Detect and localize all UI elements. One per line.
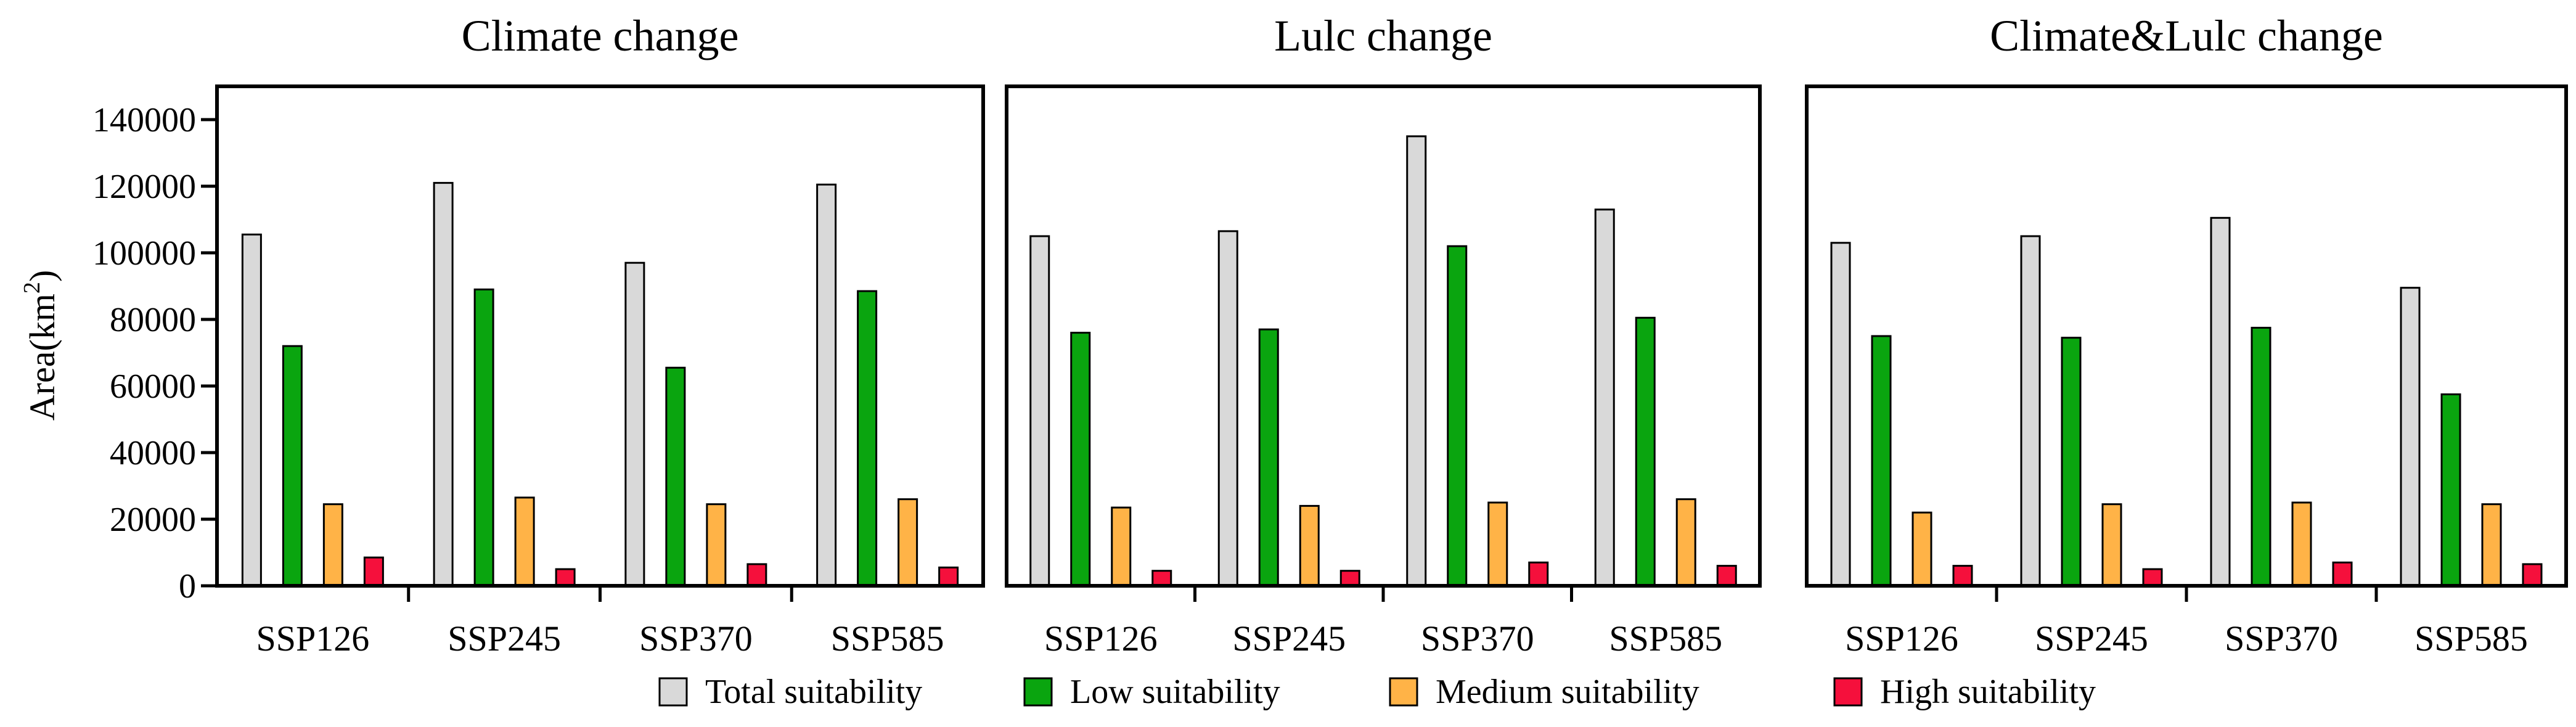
panel-title: Climate&Lulc change <box>1990 11 2383 60</box>
legend-label-total: Total suitability <box>705 673 922 711</box>
y-tick-label: 20000 <box>110 501 196 539</box>
bar-low-suitability <box>2440 393 2461 587</box>
category-label: SSP585 <box>831 618 944 659</box>
category-label: SSP126 <box>1044 618 1158 659</box>
bar-high-suitability <box>555 568 576 587</box>
bar-medium-suitability <box>514 496 535 587</box>
bar-high-suitability <box>363 556 384 587</box>
category-label: SSP126 <box>256 618 369 659</box>
bar-high-suitability <box>938 566 959 587</box>
bar-high-suitability <box>746 563 767 587</box>
bar-high-suitability <box>1952 565 1973 587</box>
bar-low-suitability <box>2061 337 2082 587</box>
category-label: SSP245 <box>448 618 561 659</box>
category-label: SSP370 <box>2225 618 2338 659</box>
legend-swatch-total <box>658 677 688 707</box>
bar-total-suitability <box>624 261 645 587</box>
ticks <box>1193 586 1573 602</box>
bar-medium-suitability <box>2101 503 2122 587</box>
bar-medium-suitability <box>706 503 727 587</box>
bar-low-suitability <box>1871 335 1892 587</box>
bar-high-suitability <box>2522 563 2543 587</box>
bar-high-suitability <box>1528 561 1549 587</box>
bar-medium-suitability <box>1111 506 1132 587</box>
y-tick-label: 80000 <box>110 301 196 339</box>
legend-swatch-low <box>1023 677 1053 707</box>
y-tick-labels: 0 20000 40000 60000 80000 100000 120000 … <box>92 101 196 606</box>
y-tick-label: 60000 <box>110 368 196 406</box>
bar-medium-suitability <box>2481 503 2502 587</box>
legend-label-high: High suitability <box>1880 673 2096 711</box>
category-label: SSP585 <box>1609 618 1722 659</box>
bar-low-suitability <box>1070 332 1091 587</box>
category-label: SSP245 <box>2035 618 2148 659</box>
category-label: SSP126 <box>1845 618 1958 659</box>
ticks <box>201 118 793 602</box>
bar-total-suitability <box>1830 242 1851 587</box>
legend-swatch-medium <box>1389 677 1418 707</box>
legend-swatch-high <box>1833 677 1863 707</box>
ticks <box>1995 586 2378 602</box>
bar-high-suitability <box>1151 570 1172 587</box>
bar-high-suitability <box>1716 565 1737 587</box>
bar-total-suitability <box>2020 235 2041 587</box>
y-axis-title-close: ) <box>22 270 62 282</box>
bar-total-suitability <box>433 182 454 587</box>
bar-medium-suitability <box>322 503 343 587</box>
bar-total-suitability <box>816 183 837 587</box>
legend: Total suitability Low suitability Medium… <box>658 673 2096 711</box>
bar-total-suitability <box>1029 235 1050 587</box>
bars <box>1830 216 2543 587</box>
bar-total-suitability <box>241 233 262 587</box>
y-tick-label: 40000 <box>110 434 196 472</box>
bar-low-suitability <box>473 288 494 587</box>
bar-low-suitability <box>857 290 878 587</box>
panel-climate-change: Climate change SSP126 SSP245 SSP370 SSP5… <box>201 11 985 659</box>
bar-low-suitability <box>1447 245 1468 587</box>
bar-low-suitability <box>665 366 686 587</box>
legend-label-medium: Medium suitability <box>1436 673 1699 711</box>
bar-total-suitability <box>1594 208 1615 587</box>
bar-total-suitability <box>2400 287 2421 587</box>
bar-low-suitability <box>282 345 303 587</box>
y-tick-label: 0 <box>179 567 196 606</box>
category-label: SSP585 <box>2414 618 2528 659</box>
category-label: SSP370 <box>639 618 753 659</box>
bar-total-suitability <box>1406 135 1427 587</box>
panel-climate-lulc-change: Climate&Lulc change SSP126 SSP245 SSP370… <box>1805 11 2568 659</box>
bar-high-suitability <box>2142 568 2163 587</box>
bar-medium-suitability <box>1487 501 1508 587</box>
bar-medium-suitability <box>1675 498 1696 587</box>
y-axis-title-main: Area(km <box>22 294 62 421</box>
panel-title: Lulc change <box>1274 11 1492 60</box>
bar-low-suitability <box>2251 327 2271 587</box>
bar-total-suitability <box>1217 230 1238 587</box>
bars <box>1029 135 1737 587</box>
legend-label-low: Low suitability <box>1070 673 1280 711</box>
panel-lulc-change: Lulc change SSP126 SSP245 SSP370 SSP585 <box>1005 11 1762 659</box>
bar-total-suitability <box>2210 216 2231 587</box>
bar-low-suitability <box>1635 316 1656 587</box>
bar-high-suitability <box>1339 570 1360 587</box>
y-axis-title-sup: 2 <box>19 282 45 294</box>
y-tick-label: 120000 <box>92 168 196 206</box>
y-tick-label: 140000 <box>92 101 196 139</box>
category-label: SSP245 <box>1232 618 1346 659</box>
panel-title: Climate change <box>462 11 739 60</box>
bar-medium-suitability <box>898 498 918 587</box>
bar-medium-suitability <box>1912 511 1932 587</box>
y-axis-title: Area(km2) <box>19 270 62 421</box>
category-label: SSP370 <box>1421 618 1534 659</box>
bar-medium-suitability <box>2291 501 2312 587</box>
bar-medium-suitability <box>1299 504 1320 587</box>
bars <box>241 182 959 587</box>
bar-high-suitability <box>2332 561 2353 587</box>
bar-low-suitability <box>1258 328 1279 587</box>
y-tick-label: 100000 <box>92 234 196 273</box>
